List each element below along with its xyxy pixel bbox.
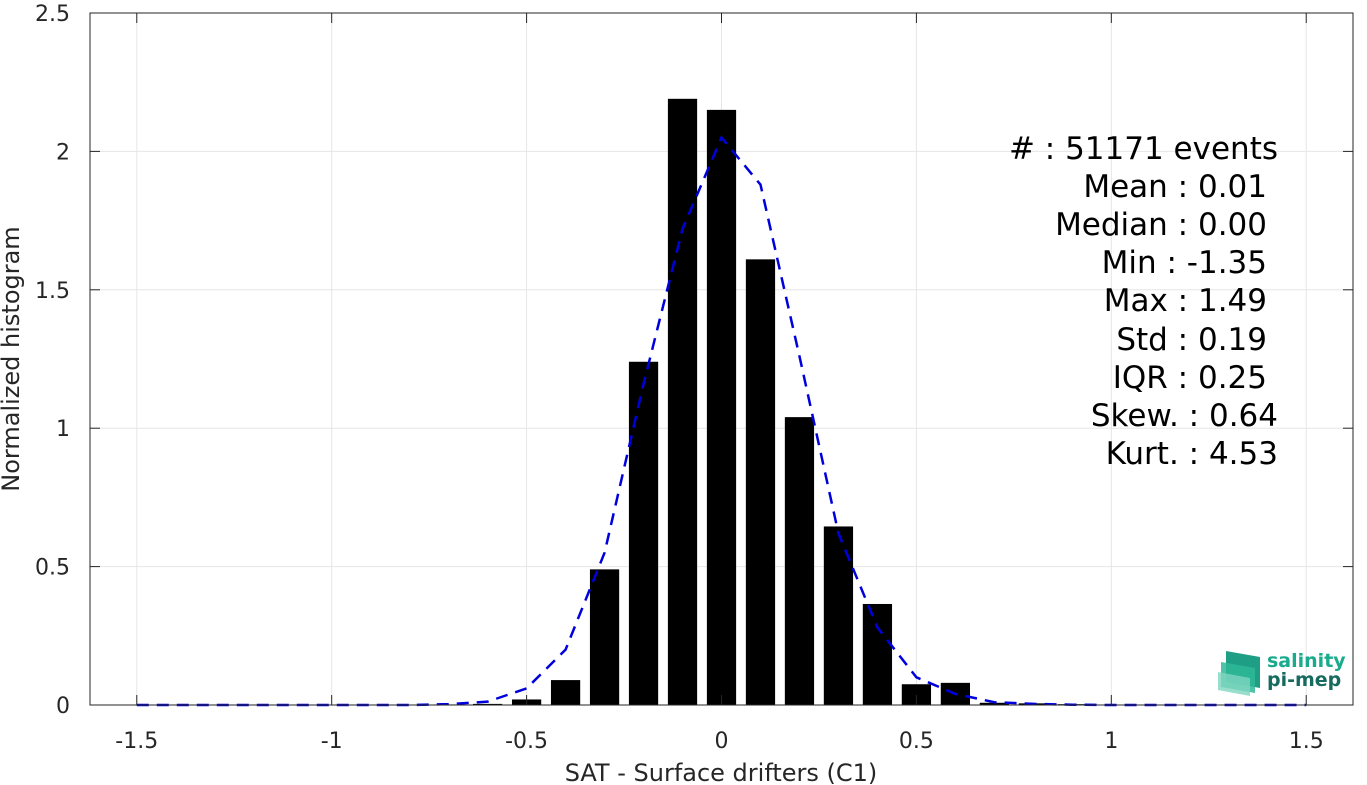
y-tick-label: 1 (56, 417, 70, 442)
stats-skew: Skew. : 0.64 (1091, 398, 1278, 434)
histogram-bar (667, 98, 698, 706)
histogram-bar (745, 259, 776, 705)
stats-median: Median : 0.00 (1055, 207, 1267, 243)
x-tick-labels: -1.5 -1 -0.5 0 0.5 1 1.5 (115, 729, 1323, 754)
logo-line1: salinity (1267, 650, 1346, 672)
logo-line2: pi-mep (1267, 669, 1341, 691)
x-axis-label: SAT - Surface drifters (C1) (565, 759, 878, 785)
x-tick-label: -1 (321, 729, 343, 754)
y-tick-label: 0.5 (35, 556, 70, 581)
stats-box: # : 51171 events Mean : 0.01 Median : 0.… (1009, 131, 1278, 472)
x-tick-label: 0 (715, 729, 729, 754)
salinity-pi-mep-logo: salinity pi-mep (1218, 650, 1346, 696)
y-tick-label: 2 (56, 140, 70, 165)
x-tick-label: 0.5 (899, 729, 934, 754)
wave-icon (1218, 651, 1260, 696)
histogram-bar (589, 569, 620, 705)
x-tick-label: 1 (1104, 729, 1118, 754)
y-tick-label: 0 (56, 694, 70, 719)
histogram-bar (628, 361, 659, 705)
histogram-bar (901, 684, 932, 705)
x-tick-label: 1.5 (1289, 729, 1324, 754)
histogram-bar (784, 417, 815, 705)
y-tick-label: 1.5 (35, 279, 70, 304)
histogram-bar (706, 109, 737, 705)
y-tick-labels: 0 0.5 1 1.5 2 2.5 (35, 2, 70, 719)
y-tick-label: 2.5 (35, 2, 70, 27)
stats-events: # : 51171 events (1009, 131, 1278, 167)
stats-kurt: Kurt. : 4.53 (1106, 436, 1278, 472)
stats-mean: Mean : 0.01 (1083, 169, 1267, 205)
stats-std: Std : 0.19 (1116, 322, 1267, 358)
bar-layer (434, 98, 1126, 706)
y-axis-label: Normalized histogram (0, 226, 25, 491)
histogram-bar (862, 603, 893, 705)
stats-max: Max : 1.49 (1104, 283, 1267, 319)
stats-min: Min : -1.35 (1102, 245, 1267, 281)
histogram-bar (979, 702, 1009, 705)
stats-iqr: IQR : 0.25 (1113, 360, 1267, 396)
histogram-bar (550, 680, 581, 705)
axes-frame (89, 12, 1354, 706)
x-tick-label: -0.5 (505, 729, 548, 754)
histogram-bar (472, 703, 503, 705)
histogram-bar (823, 526, 854, 705)
x-tick-label: -1.5 (115, 729, 158, 754)
